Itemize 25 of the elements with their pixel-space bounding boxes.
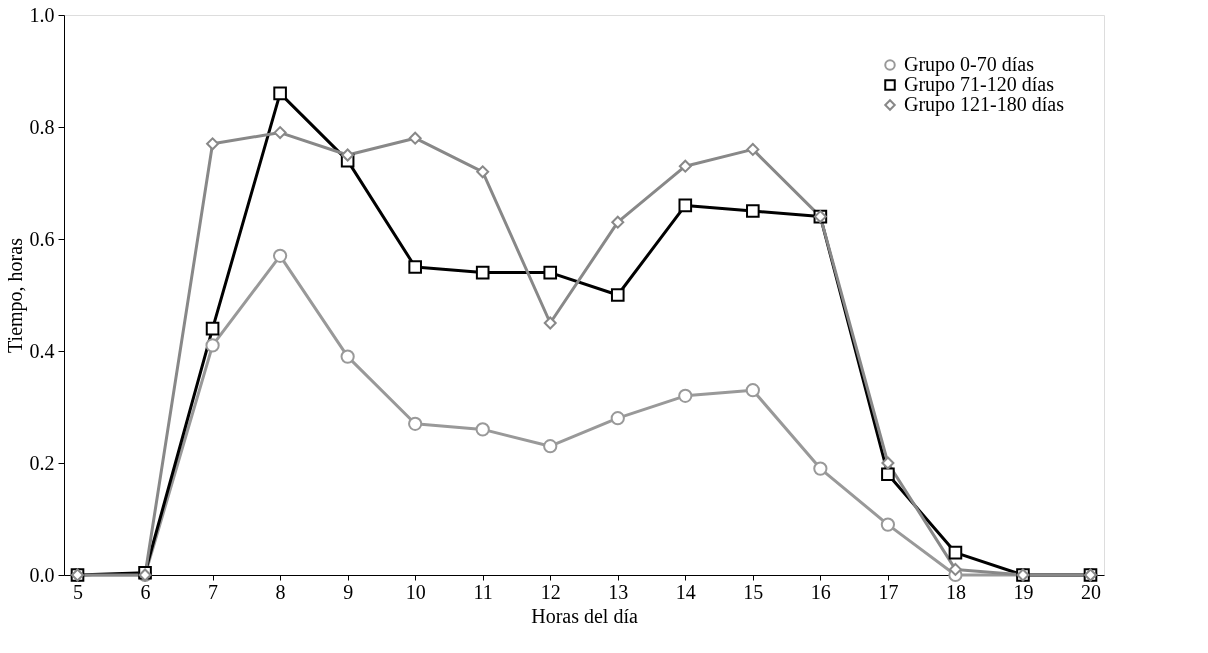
x-tick-label: 16 xyxy=(810,580,831,603)
x-tick-label: 14 xyxy=(675,580,696,603)
x-axis-title: Horas del día xyxy=(531,604,638,627)
x-tick-label: 9 xyxy=(343,580,354,603)
y-tick-label: 0.8 xyxy=(29,115,55,138)
y-tick-label: 0.2 xyxy=(29,451,55,474)
legend-label: Grupo 0-70 días xyxy=(904,53,1035,76)
y-tick-label: 0.6 xyxy=(29,227,55,250)
x-tick-label: 17 xyxy=(878,580,899,603)
x-tick-label: 11 xyxy=(473,580,493,603)
x-tick-label: 5 xyxy=(73,580,84,603)
x-tick-label: 20 xyxy=(1080,580,1101,603)
x-tick-label: 12 xyxy=(540,580,561,603)
y-tick-label: 1.0 xyxy=(29,3,55,26)
y-tick-label: 0.0 xyxy=(29,563,55,586)
x-tick-label: 13 xyxy=(608,580,629,603)
x-tick-label: 6 xyxy=(140,580,151,603)
y-tick-label: 0.4 xyxy=(29,339,55,362)
x-tick-label: 10 xyxy=(405,580,426,603)
x-tick-label: 15 xyxy=(743,580,764,603)
x-tick-label: 8 xyxy=(275,580,286,603)
x-tick-label: 7 xyxy=(208,580,219,603)
y-axis-title: Tiempo, horas xyxy=(3,237,27,353)
x-tick-label: 19 xyxy=(1013,580,1034,603)
x-tick-label: 18 xyxy=(945,580,966,603)
